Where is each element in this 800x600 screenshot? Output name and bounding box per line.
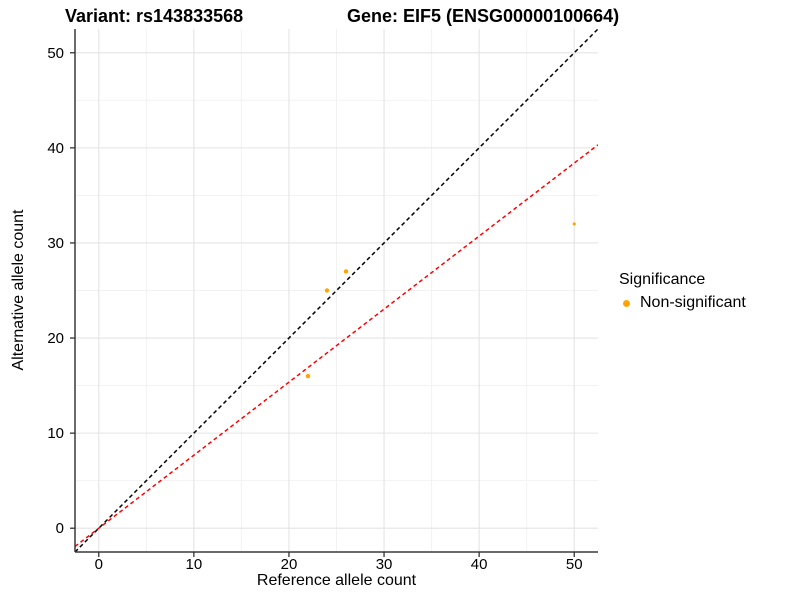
plot-title-gene: Gene: EIF5 (ENSG00000100664)	[347, 6, 620, 26]
x-tick-label: 0	[95, 556, 103, 573]
y-tick-label: 40	[47, 140, 64, 157]
x-tick-label: 20	[281, 556, 298, 573]
x-tick-label: 10	[186, 556, 203, 573]
legend-point-icon	[623, 299, 630, 307]
legend: Significance Non-significant	[619, 271, 746, 312]
data-point	[343, 269, 349, 274]
x-axis-title: Reference allele count	[256, 572, 417, 589]
y-tick-label: 30	[47, 235, 64, 252]
y-tick-label: 10	[47, 425, 64, 442]
x-tick-label: 50	[566, 556, 583, 573]
legend-item: Non-significant	[619, 294, 746, 312]
identity-line	[75, 29, 598, 552]
legend-title: Significance	[619, 271, 706, 288]
plot-title-variant: Variant: rs143833568	[65, 6, 244, 26]
data-point	[305, 373, 311, 379]
y-tick-label: 50	[47, 45, 64, 62]
y-tick-label: 0	[56, 520, 64, 537]
x-tick-label: 40	[471, 556, 488, 573]
data-point	[324, 288, 330, 293]
x-tick-label: 30	[376, 556, 393, 573]
y-axis-title: Alternative allele count	[10, 209, 27, 371]
y-tick-label: 20	[47, 330, 64, 347]
data-point	[572, 222, 576, 226]
legend-item-label: Non-significant	[640, 294, 746, 311]
fit-line	[75, 144, 598, 548]
